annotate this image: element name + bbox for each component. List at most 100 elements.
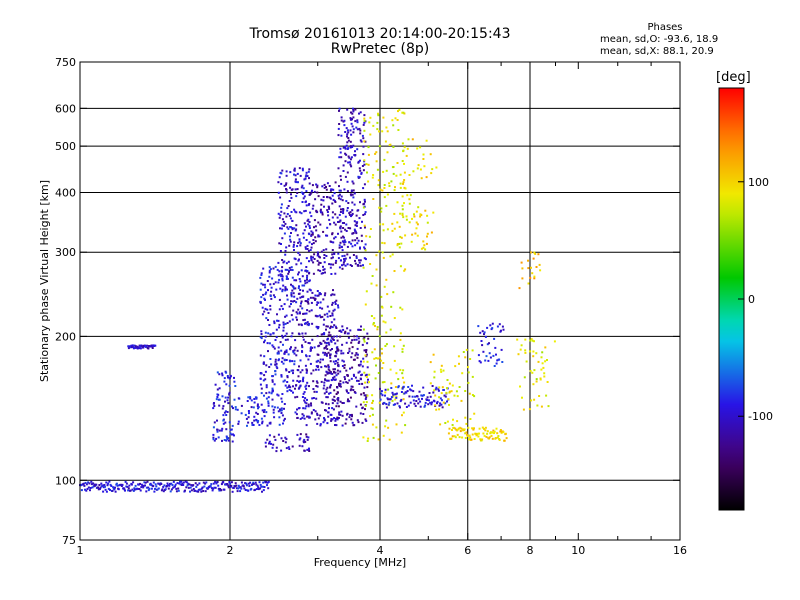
echo-point [323, 353, 326, 356]
echo-point [315, 397, 318, 400]
echo-point [493, 430, 496, 433]
echo-point [98, 484, 101, 486]
echo-point [264, 331, 267, 334]
echo-point [362, 145, 365, 148]
echo-point [354, 154, 357, 157]
echo-point [331, 348, 333, 350]
echo-point [341, 365, 344, 367]
echo-point [333, 318, 336, 321]
echo-point [304, 364, 307, 367]
echo-point [339, 226, 342, 229]
echo-point [346, 327, 349, 330]
echo-point [337, 232, 339, 235]
echo-point [329, 391, 332, 394]
echo-point [195, 490, 198, 493]
echo-point [260, 387, 263, 390]
echo-point [362, 401, 365, 404]
echo-point [259, 377, 262, 380]
echo-point [323, 254, 326, 256]
echo-point [274, 438, 277, 441]
echo-point [231, 490, 234, 493]
echo-point [127, 347, 130, 350]
echo-point [197, 490, 200, 493]
echo-point [532, 383, 535, 386]
echo-point [532, 350, 535, 353]
echo-point [245, 484, 248, 487]
echo-point [262, 379, 265, 382]
echo-point [181, 482, 184, 485]
echo-point [343, 366, 346, 369]
echo-point [150, 344, 153, 347]
echo-point [363, 163, 366, 166]
echo-point [259, 483, 262, 486]
echo-point [378, 206, 381, 209]
echo-point [399, 235, 402, 238]
echo-point [317, 253, 320, 256]
echo-point [324, 365, 326, 368]
echo-point [345, 144, 348, 147]
echo-point [343, 259, 346, 262]
echo-point [357, 421, 360, 424]
echo-point [377, 357, 379, 360]
echo-point [278, 416, 281, 419]
echo-point [293, 300, 296, 302]
echo-point [338, 244, 341, 247]
echo-point [337, 221, 339, 223]
echo-point [316, 414, 319, 416]
echo-point [319, 341, 322, 344]
echo-point [298, 238, 301, 241]
echo-point [400, 398, 403, 401]
echo-point [281, 334, 284, 337]
echo-point [521, 396, 523, 399]
echo-point [300, 262, 303, 265]
echo-point [257, 420, 260, 422]
echo-point [228, 384, 231, 387]
echo-point [412, 170, 415, 173]
echo-point [411, 138, 414, 141]
echo-point [343, 124, 346, 127]
echo-point [214, 486, 217, 489]
echo-point [417, 206, 420, 209]
echo-point [393, 227, 396, 230]
echo-point [293, 295, 296, 298]
echo-point [301, 346, 304, 349]
echo-point [294, 229, 297, 232]
echo-point [285, 246, 288, 249]
echo-point [330, 321, 333, 324]
echo-point [364, 200, 366, 203]
echo-point [319, 301, 322, 304]
echo-point [253, 398, 256, 400]
echo-point [464, 432, 467, 435]
echo-point [289, 238, 292, 241]
echo-point [438, 404, 441, 407]
echo-point [442, 389, 445, 391]
echo-point [518, 287, 521, 290]
echo-point [495, 427, 498, 430]
echo-point [294, 174, 297, 177]
echo-point [343, 332, 346, 335]
echo-point [309, 211, 312, 214]
echo-point [322, 265, 324, 268]
echo-point [351, 212, 354, 215]
echo-point [304, 201, 307, 204]
echo-point [205, 481, 208, 484]
echo-point [334, 368, 336, 371]
echo-point [458, 362, 460, 365]
echo-point [362, 214, 365, 216]
echo-point [352, 116, 355, 119]
echo-point [535, 266, 538, 268]
echo-point [367, 180, 370, 183]
echo-point [134, 488, 136, 491]
echo-point [292, 379, 295, 382]
echo-point [296, 234, 299, 237]
echo-point [460, 399, 463, 402]
echo-point [307, 170, 310, 173]
echo-point [502, 431, 505, 434]
echo-point [339, 219, 342, 222]
echo-point [272, 267, 275, 270]
echo-point [429, 401, 432, 404]
echo-point [325, 402, 327, 405]
echo-point [340, 195, 343, 198]
echo-point [383, 285, 386, 288]
y-tick-label: 100 [55, 474, 76, 487]
